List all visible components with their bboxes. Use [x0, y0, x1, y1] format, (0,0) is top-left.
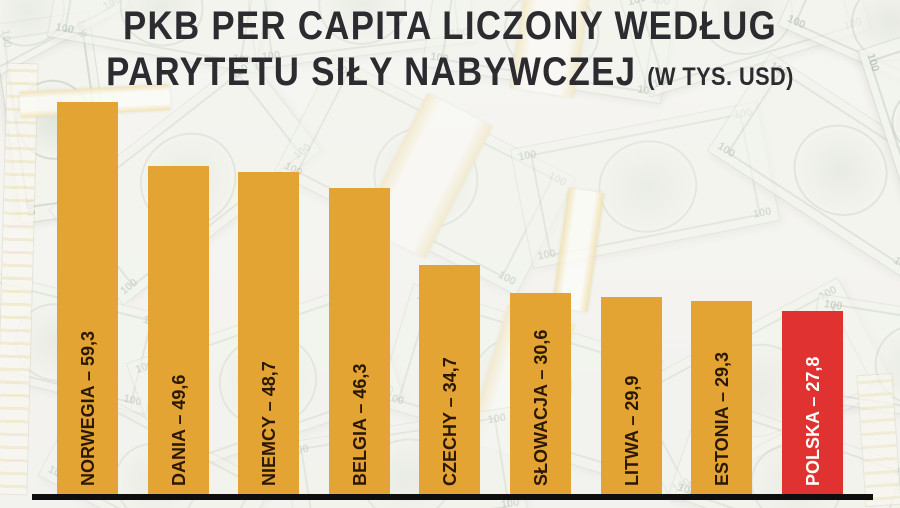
chart-title-unit-note: (W TYS. USD) [647, 63, 794, 91]
bar-litwa: LITWA – 29,9 [601, 297, 662, 496]
bar-polska: POLSKA – 27,8 [782, 311, 843, 496]
chart-title-line1: PKB PER CAPITA LICZONY WEDŁUG [123, 4, 777, 48]
bar-label-polska: POLSKA – 27,8 [802, 356, 823, 486]
bar-label-czechy: CZECHY – 34,7 [439, 357, 460, 486]
baseline-axis [32, 494, 873, 500]
bar-label-dania: DANIA – 49,6 [168, 374, 189, 486]
bar-label-litwa: LITWA – 29,9 [621, 375, 642, 486]
bar-label-estonia: ESTONIA – 29,3 [711, 351, 732, 486]
chart-title-line2: PARYTETU SIŁY NABYWCZEJ (W TYS. USD) [59, 49, 842, 100]
chart-title-line2-text: PARYTETU SIŁY NABYWCZEJ [106, 50, 637, 94]
bar-niemcy: NIEMCY – 48,7 [238, 172, 299, 496]
bar-label-belgia: BELGIA – 46,3 [349, 363, 370, 486]
bar-label-slowacja: SŁOWACJA – 30,6 [530, 329, 551, 486]
bar-czechy: CZECHY – 34,7 [419, 265, 480, 496]
bar-slowacja: SŁOWACJA – 30,6 [510, 293, 571, 496]
bar-label-niemcy: NIEMCY – 48,7 [258, 361, 279, 486]
bar-norwegia: NORWEGIA – 59,3 [57, 102, 118, 496]
bar-label-norwegia: NORWEGIA – 59,3 [77, 330, 98, 486]
bar-estonia: ESTONIA – 29,3 [691, 301, 752, 496]
chart-title: PKB PER CAPITA LICZONY WEDŁUG PARYTETU S… [59, 3, 842, 100]
bar-dania: DANIA – 49,6 [148, 166, 209, 496]
bar-belgia: BELGIA – 46,3 [329, 188, 390, 496]
